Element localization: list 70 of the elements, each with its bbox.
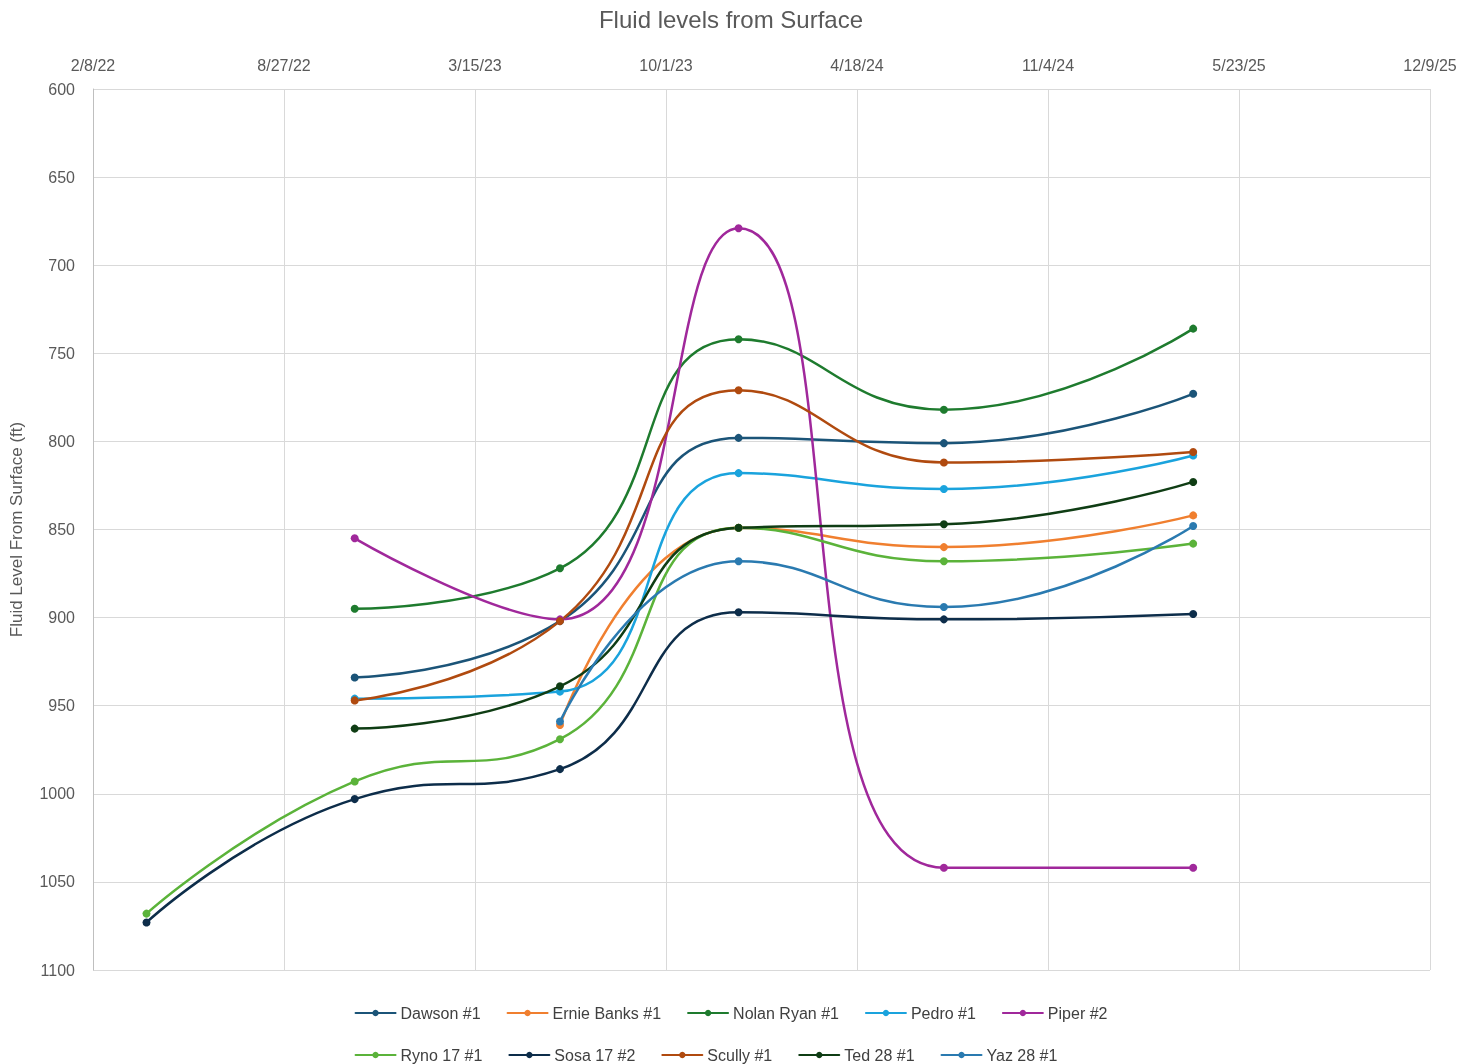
legend-label: Dawson #1 [400, 1004, 481, 1022]
x-tick-label: 2/8/22 [70, 56, 116, 74]
chart-title: Fluid levels from Surface [598, 5, 864, 33]
point [142, 918, 151, 927]
legend-label: Piper #2 [1047, 1004, 1108, 1022]
point [734, 608, 743, 617]
legend-label: Nolan Ryan #1 [733, 1004, 840, 1022]
x-tick-label: 12/9/25 [1403, 56, 1457, 74]
y-tick-label: 700 [48, 256, 76, 274]
point [939, 603, 948, 612]
legend-label: Pedro #1 [910, 1004, 976, 1022]
legend-label: Sosa 17 #2 [554, 1046, 636, 1064]
y-tick-label: 850 [48, 521, 76, 538]
y-tick-label: 650 [48, 168, 76, 186]
y-tick-label: 1100 [40, 961, 76, 979]
point [1189, 511, 1198, 520]
point [939, 484, 948, 493]
x-tick-label: 11/4/24 [1021, 56, 1075, 74]
legend-label: Ted 28 #1 [844, 1046, 915, 1064]
point [556, 564, 564, 573]
point [556, 765, 564, 774]
point [939, 557, 948, 566]
y-tick-label: 800 [48, 432, 76, 450]
point [939, 520, 948, 529]
point [350, 604, 359, 613]
point [350, 777, 359, 786]
point [350, 795, 359, 804]
point [939, 405, 948, 414]
point [556, 735, 564, 744]
point [1189, 447, 1198, 456]
point [350, 724, 359, 733]
point [939, 543, 948, 552]
point [1189, 610, 1198, 619]
x-tick-label: 8/27/22 [257, 56, 311, 74]
legend-label: Yaz 28 #1 [986, 1046, 1058, 1064]
point [734, 469, 743, 478]
point [1189, 324, 1198, 333]
point [556, 717, 564, 726]
point [142, 909, 151, 918]
point [734, 224, 743, 233]
point [1189, 521, 1198, 530]
y-tick-label: 950 [48, 697, 76, 715]
y-tick-label: 900 [48, 609, 76, 627]
point [350, 673, 359, 682]
x-tick-label: 4/18/24 [830, 56, 884, 74]
point [556, 682, 564, 691]
point [734, 335, 743, 344]
y-axis-title: Fluid Level From Surface (ft) [7, 421, 26, 638]
point [939, 458, 948, 467]
y-tick-label: 600 [48, 80, 76, 98]
legend-label: Ernie Banks #1 [552, 1004, 662, 1022]
point [1189, 539, 1198, 548]
y-tick-label: 1000 [39, 785, 76, 803]
point [1189, 863, 1198, 872]
y-tick-label: 1050 [39, 873, 76, 891]
point [734, 433, 743, 442]
x-tick-label: 5/23/25 [1212, 56, 1266, 74]
point [939, 439, 948, 448]
point [734, 386, 743, 395]
y-tick-label: 750 [48, 344, 76, 362]
point [939, 863, 948, 872]
point [1189, 389, 1198, 398]
point [734, 557, 743, 566]
x-tick-label: 3/15/23 [448, 56, 502, 74]
point [350, 534, 359, 543]
legend-label: Ryno 17 #1 [400, 1046, 483, 1064]
point [939, 615, 948, 624]
point [1189, 477, 1198, 486]
x-tick-label: 10/1/23 [639, 56, 693, 74]
legend-label: Scully #1 [707, 1046, 773, 1064]
